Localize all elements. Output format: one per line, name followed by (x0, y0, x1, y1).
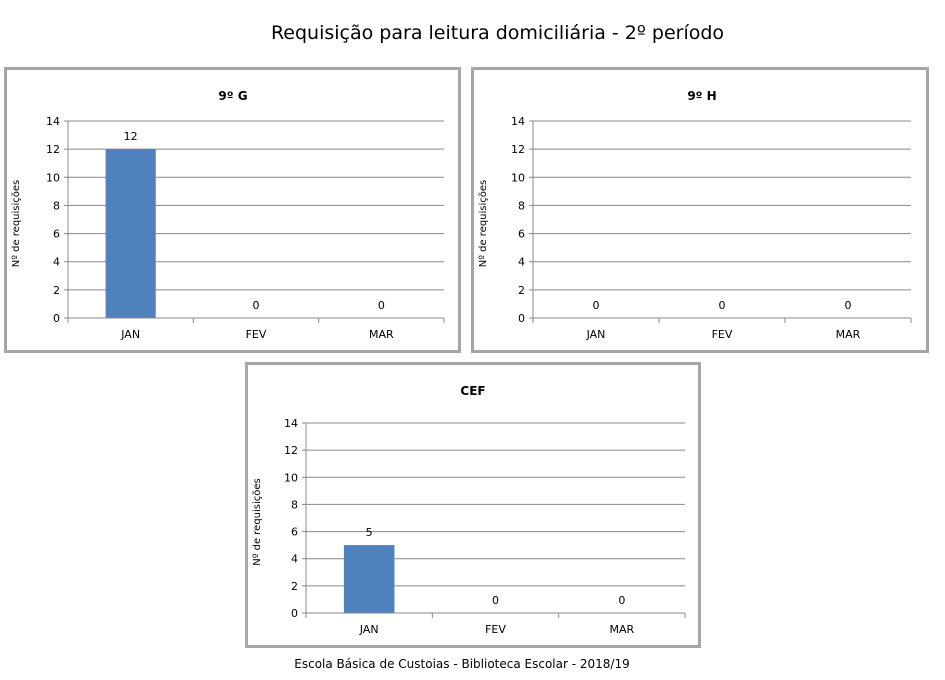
y-tick-label: 14 (284, 417, 298, 430)
bar (105, 149, 156, 318)
y-tick-label: 6 (291, 526, 298, 539)
x-tick-label: MAR (836, 328, 861, 341)
x-tick-label: MAR (369, 328, 394, 341)
y-axis-label: Nº de requisições (252, 478, 263, 566)
chart-9g: 9º G 0 2 4 6 8 10 12 14 Nº de requisições 12 JAN 0 FE… (11, 89, 445, 341)
chart-cef: CEF 0 2 4 6 8 10 12 14 Nº de requisições 5 JAN 0 FEV 0… (252, 384, 686, 636)
data-label: 0 (378, 299, 385, 312)
y-tick-label: 4 (53, 256, 60, 269)
y-tick-label: 0 (518, 312, 525, 325)
y-tick-label: 6 (53, 228, 60, 241)
x-tick-label: FEV (246, 328, 267, 341)
data-label: 0 (253, 299, 260, 312)
data-label: 0 (593, 299, 600, 312)
y-tick-label: 8 (518, 199, 525, 212)
x-tick-label: FEV (485, 623, 506, 636)
y-tick-label: 12 (46, 143, 60, 156)
y-tick-label: 14 (511, 115, 525, 128)
y-tick-label: 8 (53, 199, 60, 212)
x-tick-label: JAN (586, 328, 606, 341)
chart-title: 9º H (687, 89, 716, 103)
y-tick-label: 4 (291, 553, 298, 566)
bar (343, 545, 395, 613)
x-tick-label: MAR (609, 623, 634, 636)
chart-panel-cef: CEF 0 2 4 6 8 10 12 14 Nº de requisições 5 JAN 0 FEV 0… (245, 362, 701, 648)
chart-title: 9º G (218, 89, 247, 103)
footer-text: Escola Básica de Custoias - Biblioteca E… (294, 657, 630, 671)
y-tick-label: 6 (518, 228, 525, 241)
chart-panel-9g: 9º G 0 2 4 6 8 10 12 14 Nº de requisições 12 JAN 0 FE… (4, 67, 461, 353)
y-tick-label: 10 (46, 171, 60, 184)
chart-title: CEF (460, 384, 485, 398)
y-tick-label: 8 (291, 498, 298, 511)
data-label: 12 (124, 130, 138, 143)
y-axis-label: Nº de requisições (11, 180, 22, 268)
y-axis-label: Nº de requisições (478, 180, 489, 268)
y-tick-label: 14 (46, 115, 60, 128)
y-tick-label: 10 (284, 471, 298, 484)
page-title: Requisição para leitura domiciliária - 2… (270, 22, 725, 44)
data-label: 0 (719, 299, 726, 312)
y-tick-label: 2 (53, 284, 60, 297)
data-label: 5 (366, 526, 373, 539)
data-label: 0 (492, 594, 499, 607)
data-label: 0 (618, 594, 625, 607)
y-tick-label: 0 (291, 607, 298, 620)
x-tick-label: FEV (712, 328, 733, 341)
y-tick-label: 4 (518, 256, 525, 269)
y-tick-label: 10 (511, 171, 525, 184)
x-tick-label: JAN (359, 623, 379, 636)
x-tick-label: JAN (120, 328, 140, 341)
y-tick-label: 2 (518, 284, 525, 297)
y-tick-label: 12 (511, 143, 525, 156)
y-tick-label: 2 (291, 580, 298, 593)
chart-panel-9h: 9º H 0 2 4 6 8 10 12 14 Nº de requisições 0 JAN 0 FEV… (471, 67, 929, 353)
chart-9h: 9º H 0 2 4 6 8 10 12 14 Nº de requisições 0 JAN 0 FEV… (478, 89, 912, 341)
y-tick-label: 0 (53, 312, 60, 325)
data-label: 0 (845, 299, 852, 312)
y-tick-label: 12 (284, 444, 298, 457)
